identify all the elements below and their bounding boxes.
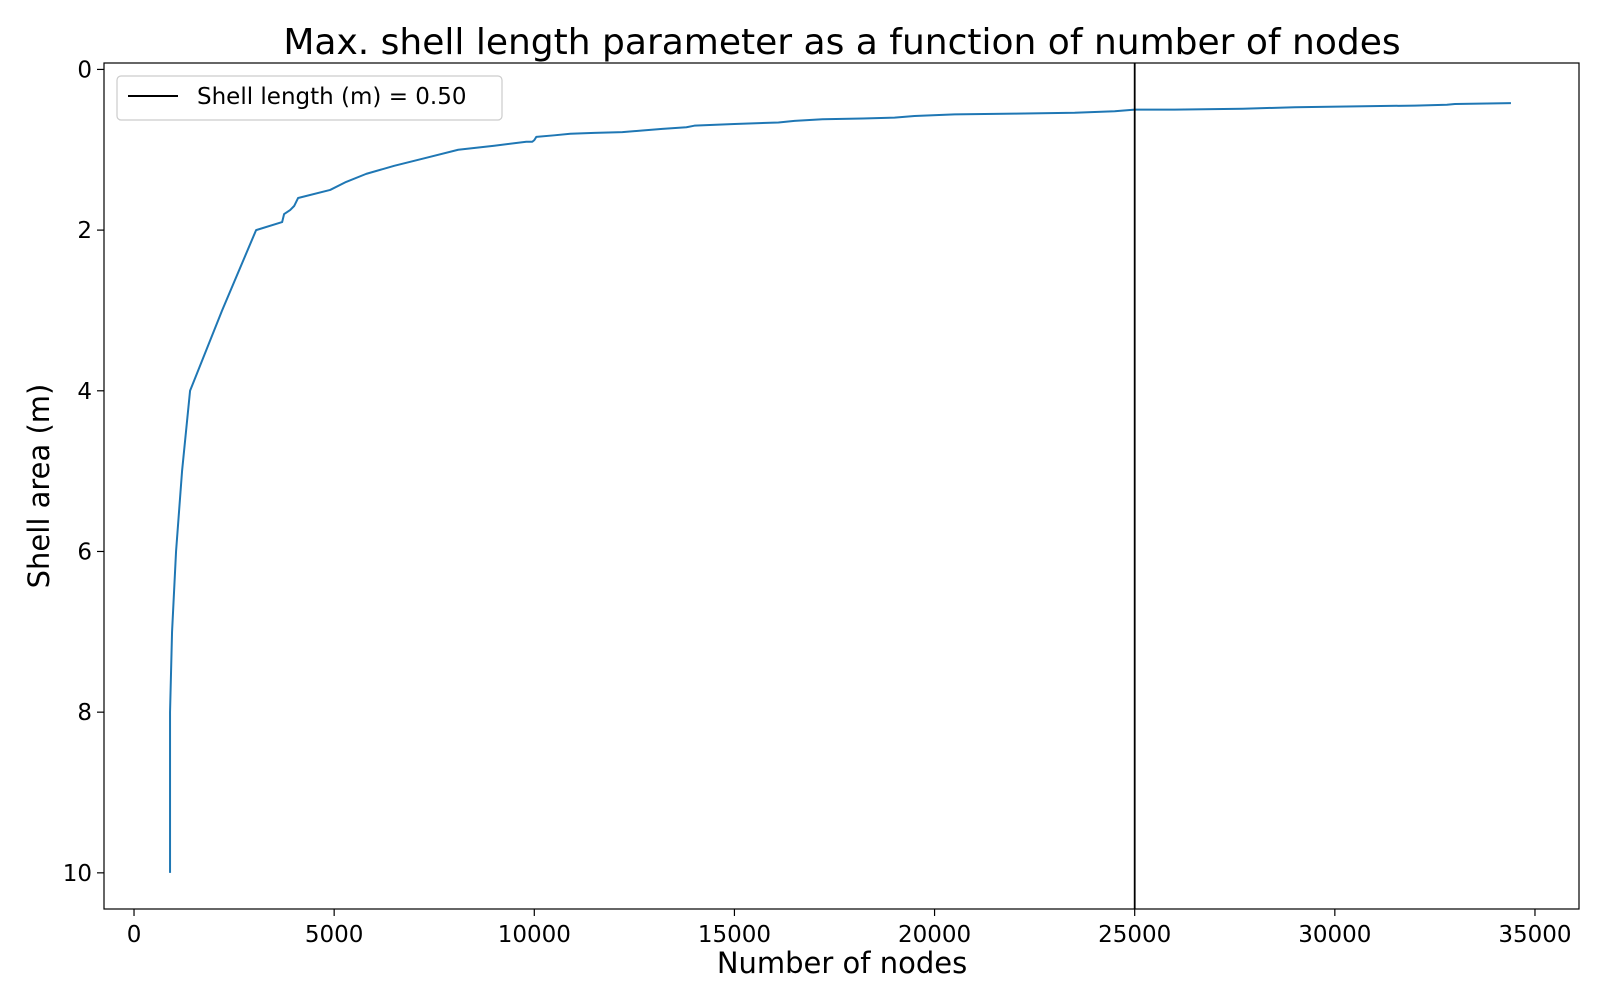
y-tick-label: 4 xyxy=(77,379,92,405)
legend-label-vline: Shell length (m) = 0.50 xyxy=(197,84,467,110)
x-tick-label: 0 xyxy=(127,922,142,948)
y-tick-label: 0 xyxy=(77,57,92,83)
y-tick-label: 10 xyxy=(63,861,92,887)
x-tick-label: 25000 xyxy=(1098,922,1171,948)
legend-box xyxy=(116,75,503,121)
plot-area-frame xyxy=(103,62,1580,910)
y-tick-label: 6 xyxy=(77,539,92,565)
y-axis-ticks: 0 2 4 6 8 10 xyxy=(63,57,104,887)
y-tick-label: 8 xyxy=(77,700,92,726)
x-tick-label: 5000 xyxy=(305,922,364,948)
x-axis-label: Number of nodes xyxy=(717,946,967,980)
x-tick-label: 30000 xyxy=(1298,922,1371,948)
x-tick-label: 35000 xyxy=(1498,922,1571,948)
x-tick-label: 20000 xyxy=(898,922,971,948)
x-tick-label: 10000 xyxy=(498,922,571,948)
y-tick-label: 2 xyxy=(77,218,92,244)
y-axis-label: Shell area (m) xyxy=(22,384,56,589)
x-axis-ticks: 0 5000 10000 15000 20000 25000 30000 35000 xyxy=(127,909,1572,948)
series-line-1 xyxy=(169,102,1511,873)
series-layer xyxy=(169,102,1511,873)
legend: Shell length (m) = 0.50 xyxy=(116,75,503,121)
chart-title: Max. shell length parameter as a functio… xyxy=(283,22,1400,63)
x-tick-label: 15000 xyxy=(698,922,771,948)
